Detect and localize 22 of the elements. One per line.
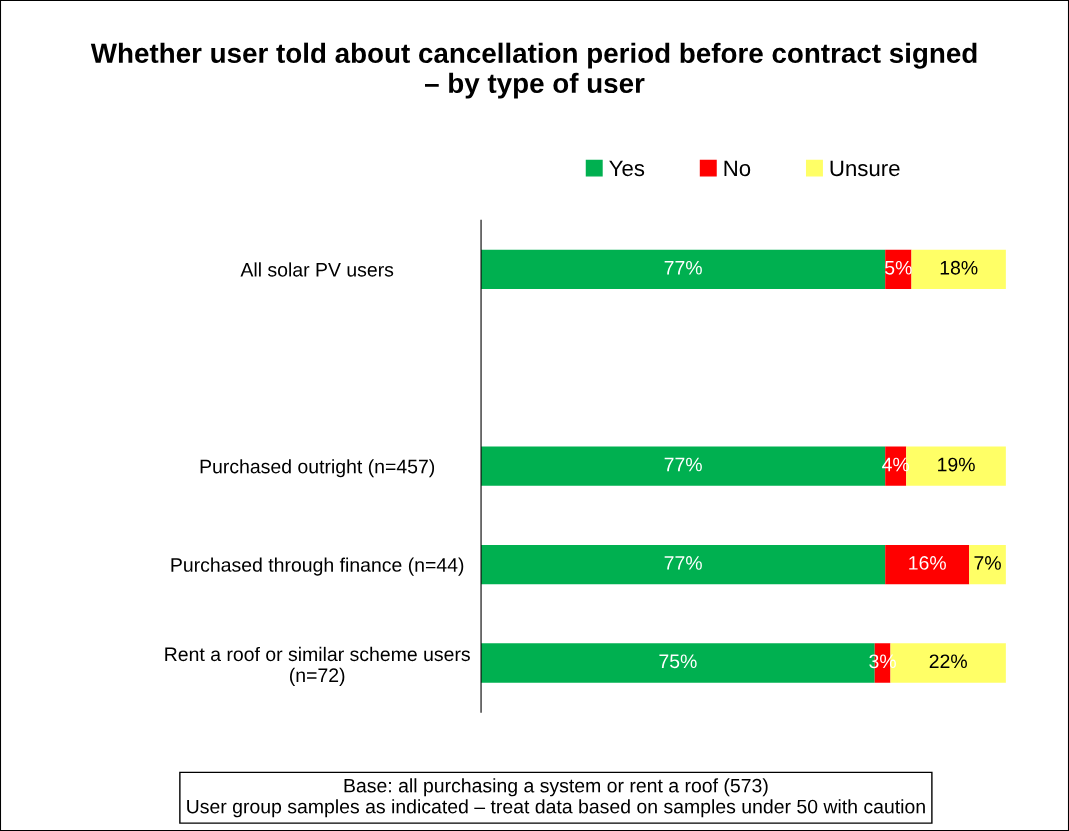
legend-label: No <box>724 160 751 177</box>
chart-title: Whether user told about cancellation period before contract signed – by type of user <box>90 42 977 99</box>
bar <box>911 249 1006 290</box>
y-tick-label: Purchased through finance (n=44) <box>171 557 464 576</box>
data-label: 75% <box>659 654 697 669</box>
legend-label: Yes <box>609 160 645 177</box>
data-label: 22% <box>929 654 967 669</box>
data-label: 16% <box>909 556 946 570</box>
y-tick-label: All solar PV users <box>240 262 394 277</box>
bar <box>481 544 886 585</box>
y-tick-label: Rent a roof or similar scheme users (n=72) <box>165 646 470 686</box>
data-label: 19% <box>938 457 975 472</box>
data-label: 77% <box>664 556 702 570</box>
y-tick-label: Purchased outright (n=457) <box>200 459 435 478</box>
data-label: 7% <box>974 556 1001 570</box>
data-label: 77% <box>664 457 702 472</box>
bar <box>885 544 970 585</box>
legend-label: Unsure <box>830 160 900 177</box>
data-label: 77% <box>664 260 702 275</box>
text: Base: all purchasing a system or rent a roof (573) User group samples as indicated – treat data based on samples under 50 with caution <box>187 778 925 818</box>
bar <box>481 249 886 290</box>
data-label: 18% <box>940 260 978 275</box>
